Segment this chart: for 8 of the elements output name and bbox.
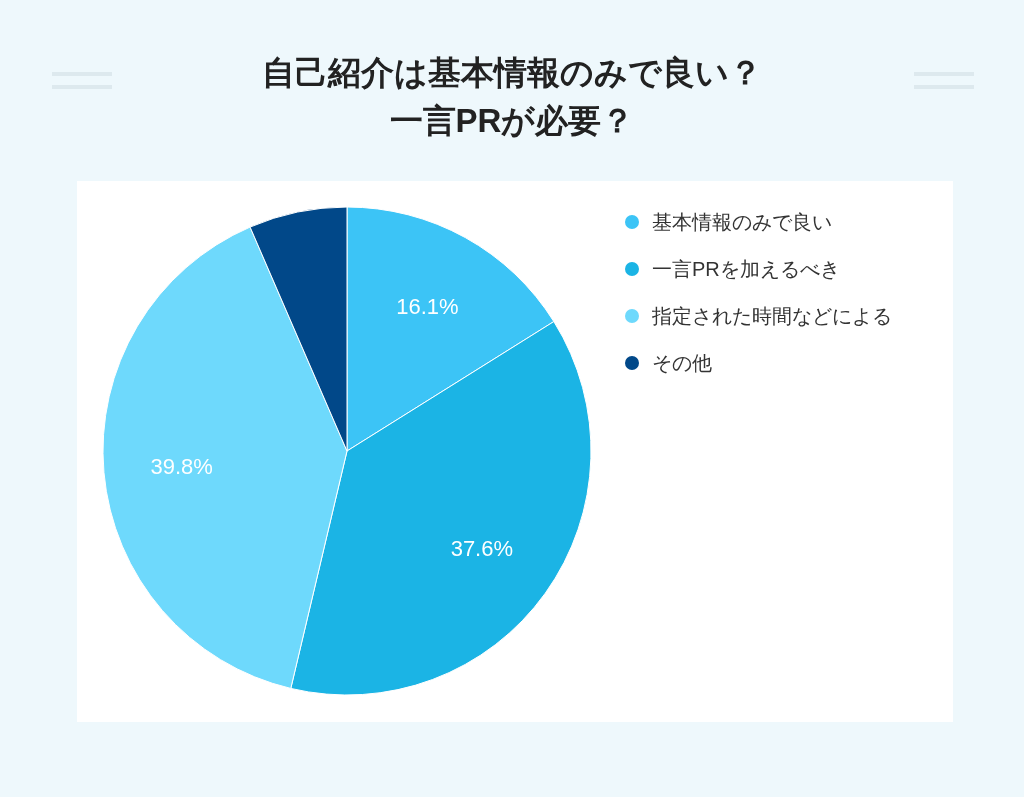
legend-label: 基本情報のみで良い	[652, 211, 832, 233]
chart-title: 自己紹介は基本情報のみで良い？一言PRが必要？	[262, 54, 762, 139]
data-label: 16.1%	[396, 293, 459, 319]
legend-label: 指定された時間などによる	[651, 305, 892, 327]
legend-label: その他	[652, 352, 712, 374]
data-label: 37.6%	[450, 535, 514, 561]
data-label: 39.8%	[150, 453, 213, 479]
legend-label: 一言PRを加えるべき	[652, 258, 840, 280]
